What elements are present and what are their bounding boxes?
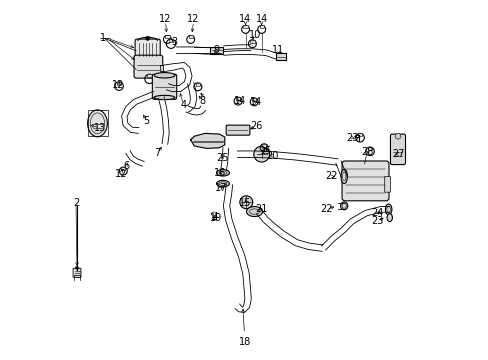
Text: 23: 23 — [345, 133, 358, 143]
Bar — [276, 53, 285, 60]
FancyBboxPatch shape — [341, 161, 388, 201]
FancyBboxPatch shape — [152, 74, 176, 99]
Polygon shape — [190, 134, 224, 148]
Bar — [262, 144, 266, 147]
Text: 25: 25 — [216, 153, 229, 163]
Circle shape — [239, 196, 252, 209]
Text: 12: 12 — [159, 14, 171, 24]
Text: 23: 23 — [371, 216, 383, 226]
Text: 8: 8 — [199, 96, 205, 106]
Ellipse shape — [246, 207, 262, 217]
Bar — [147, 74, 151, 77]
Text: 3: 3 — [171, 37, 177, 47]
Bar — [243, 26, 247, 28]
Bar — [367, 147, 371, 150]
Ellipse shape — [154, 73, 175, 78]
Text: 9: 9 — [213, 45, 219, 55]
Text: 12: 12 — [114, 168, 127, 179]
Text: 18: 18 — [239, 337, 251, 347]
Text: 22: 22 — [319, 204, 332, 215]
Text: 10: 10 — [248, 30, 261, 40]
Text: 17: 17 — [215, 183, 227, 193]
Ellipse shape — [340, 169, 346, 184]
Ellipse shape — [216, 170, 229, 176]
Bar — [235, 97, 240, 100]
Text: 7: 7 — [154, 148, 161, 158]
Text: 14: 14 — [239, 14, 251, 24]
Text: 19: 19 — [209, 213, 222, 222]
FancyBboxPatch shape — [384, 176, 389, 192]
Bar — [165, 36, 169, 39]
Bar — [117, 82, 121, 85]
Bar — [160, 64, 163, 71]
Circle shape — [394, 134, 400, 139]
Ellipse shape — [340, 202, 347, 210]
Bar — [259, 26, 264, 28]
Text: 13: 13 — [94, 123, 106, 133]
FancyBboxPatch shape — [134, 55, 163, 78]
Text: 12: 12 — [187, 14, 200, 24]
Text: 26: 26 — [249, 121, 262, 131]
Text: 4: 4 — [180, 100, 186, 110]
Text: 6: 6 — [123, 161, 129, 171]
Ellipse shape — [216, 180, 229, 187]
Bar — [88, 111, 107, 136]
Text: 21: 21 — [255, 204, 267, 215]
Bar — [195, 83, 200, 86]
Text: 28: 28 — [361, 147, 373, 157]
Text: 2: 2 — [73, 198, 79, 208]
Text: 11: 11 — [271, 45, 284, 55]
Circle shape — [145, 36, 149, 41]
Bar — [188, 36, 192, 39]
FancyBboxPatch shape — [73, 268, 81, 278]
Circle shape — [75, 266, 79, 270]
Text: 27: 27 — [392, 149, 404, 159]
Text: 14: 14 — [255, 14, 267, 24]
Text: 15: 15 — [259, 145, 272, 156]
Bar — [357, 134, 362, 136]
Text: 15: 15 — [239, 198, 251, 208]
Bar — [251, 98, 256, 101]
Text: 16: 16 — [214, 168, 226, 178]
Ellipse shape — [87, 110, 107, 137]
Text: 14: 14 — [249, 97, 262, 107]
Bar — [121, 167, 125, 170]
FancyBboxPatch shape — [135, 39, 160, 60]
Bar — [250, 40, 254, 42]
Ellipse shape — [385, 204, 391, 215]
Text: 14: 14 — [233, 96, 245, 106]
Ellipse shape — [154, 95, 175, 100]
Text: 1: 1 — [100, 33, 106, 43]
Text: 20: 20 — [266, 150, 278, 161]
Text: 5: 5 — [142, 116, 149, 126]
FancyBboxPatch shape — [226, 125, 249, 135]
Text: 22: 22 — [325, 171, 337, 181]
Bar — [210, 46, 223, 54]
Text: 24: 24 — [371, 208, 383, 218]
Ellipse shape — [386, 214, 392, 222]
Text: 12: 12 — [112, 80, 124, 90]
Bar — [168, 39, 173, 42]
Circle shape — [253, 146, 269, 162]
FancyBboxPatch shape — [389, 134, 405, 165]
